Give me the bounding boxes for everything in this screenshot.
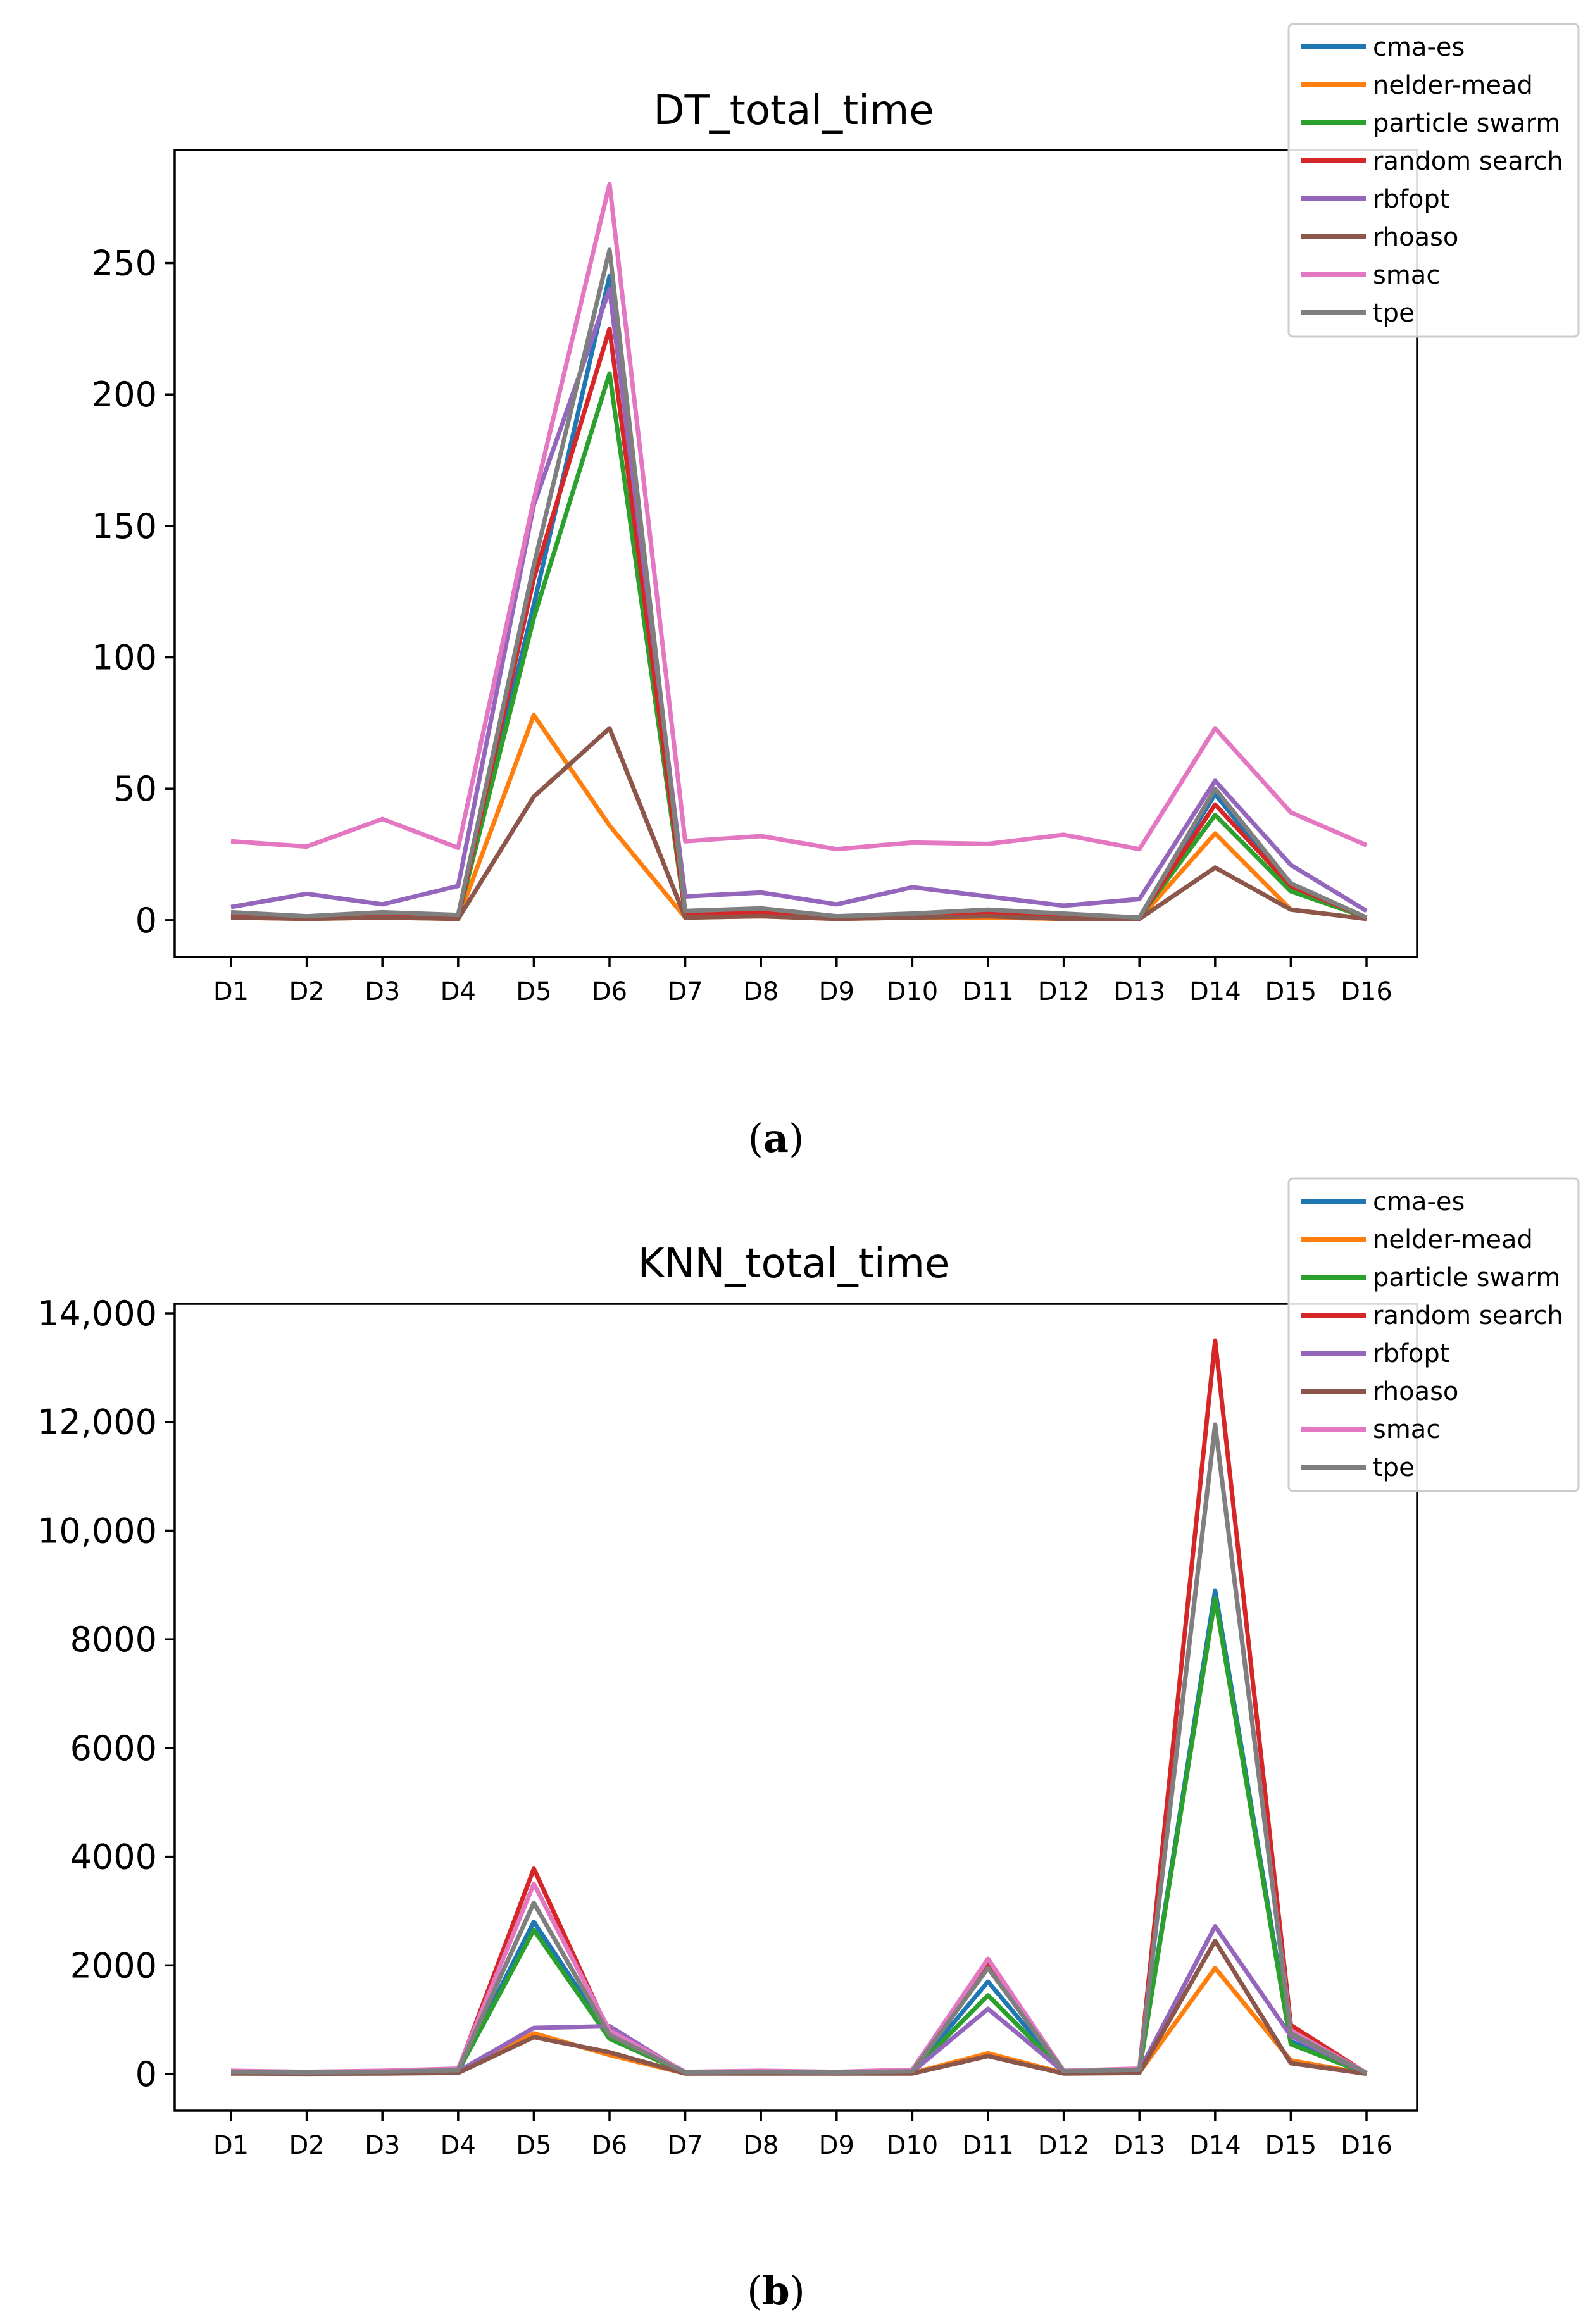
y-axis: 0 2000 4000 6000 8000 10,000 12,000 14,000 xyxy=(37,1294,175,2094)
x-tick-label: D6 xyxy=(592,977,627,1006)
series-lines xyxy=(230,1338,1368,2077)
series-line-smac xyxy=(230,182,1368,852)
x-tick-label: D6 xyxy=(592,2131,627,2160)
x-tick-label: D14 xyxy=(1189,2131,1241,2160)
series-line-rhoaso xyxy=(230,726,1367,921)
y-tick-label: 0 xyxy=(135,2054,157,2094)
x-tick-label: D3 xyxy=(365,977,400,1006)
x-tick-label: D7 xyxy=(667,2131,703,2160)
legend-label: particle swarm xyxy=(1373,109,1560,138)
x-tick-label: D7 xyxy=(667,977,703,1006)
series-line-rbfopt xyxy=(230,287,1368,913)
x-tick-label: D11 xyxy=(962,977,1014,1006)
legend-box xyxy=(1287,23,1580,338)
legend-label: rbfopt xyxy=(1373,1339,1449,1368)
legend-label: smac xyxy=(1373,261,1440,290)
x-tick-label: D5 xyxy=(516,2131,551,2160)
x-tick-label: D5 xyxy=(516,977,551,1006)
legend-label: cma-es xyxy=(1373,1187,1465,1216)
x-tick-label: D12 xyxy=(1038,2131,1090,2160)
legend-label: tpe xyxy=(1373,1453,1415,1482)
x-tick-label: D14 xyxy=(1189,977,1241,1006)
chart-panel-b: KNN_total_time 0 2000 4000 6000 8000 10,000 12… xyxy=(37,1177,1580,2314)
x-tick-label: D15 xyxy=(1265,977,1317,1006)
x-tick-label: D10 xyxy=(887,2131,939,2160)
y-tick-label: 250 xyxy=(92,244,157,284)
legend-label: rhoaso xyxy=(1373,1377,1458,1406)
legend-label: tpe xyxy=(1373,299,1415,328)
x-tick-label: D12 xyxy=(1038,977,1090,1006)
series-line-tpe xyxy=(230,1422,1368,2075)
y-tick-label: 0 xyxy=(135,901,157,940)
y-tick-label: 200 xyxy=(92,375,157,415)
y-tick-label: 14,000 xyxy=(37,1294,157,1334)
x-tick-label: D1 xyxy=(213,977,249,1006)
caption-paren-open: ( xyxy=(748,1115,763,1161)
plot-area xyxy=(173,149,1418,958)
x-tick-label: D8 xyxy=(743,2131,779,2160)
y-tick-label: 4000 xyxy=(70,1837,157,1877)
x-tick-label: D2 xyxy=(289,2131,324,2160)
x-tick-label: D2 xyxy=(289,977,324,1006)
x-tick-label: D3 xyxy=(365,2131,400,2160)
y-tick-label: 8000 xyxy=(70,1620,157,1659)
x-tick-label: D16 xyxy=(1341,977,1392,1006)
y-tick-label: 100 xyxy=(92,638,157,678)
chart-panel-a: DT_total_time 0 50 100 150 200 250 D1 D2 D3 D4 D5… xyxy=(92,23,1580,1161)
series-line-tpe xyxy=(230,247,1368,920)
y-tick-label: 6000 xyxy=(70,1728,157,1768)
caption-paren-open: ( xyxy=(747,2268,762,2314)
legend-label: rhoaso xyxy=(1373,223,1458,252)
legend-label: random search xyxy=(1373,147,1563,176)
legend-label: rbfopt xyxy=(1373,185,1449,214)
y-tick-label: 150 xyxy=(92,506,157,546)
legend: cma-es nelder-mead particle swarm random se… xyxy=(1287,1177,1580,1492)
y-tick-label: 10,000 xyxy=(37,1511,157,1551)
x-tick-label: D13 xyxy=(1113,2131,1165,2160)
caption-a: (a) xyxy=(748,1115,804,1161)
y-tick-label: 50 xyxy=(113,769,157,809)
legend-label: random search xyxy=(1373,1301,1563,1330)
x-tick-label: D9 xyxy=(819,2131,854,2160)
x-tick-label: D16 xyxy=(1341,2131,1392,2160)
y-tick-label: 12,000 xyxy=(37,1403,157,1442)
caption-letter: b xyxy=(762,2268,789,2314)
x-tick-label: D11 xyxy=(962,2131,1014,2160)
chart-title: KNN_total_time xyxy=(638,1240,950,1287)
legend-box xyxy=(1287,1177,1580,1492)
caption-b: (b) xyxy=(747,2268,805,2314)
y-tick-label: 2000 xyxy=(70,1946,157,1985)
legend-label: smac xyxy=(1373,1415,1440,1444)
legend-label: nelder-mead xyxy=(1373,71,1533,100)
x-tick-label: D4 xyxy=(441,977,476,1006)
y-axis: 0 50 100 150 200 250 xyxy=(92,244,175,940)
caption-letter: a xyxy=(763,1115,789,1161)
x-tick-label: D4 xyxy=(441,2131,476,2160)
chart-title: DT_total_time xyxy=(653,87,934,134)
x-axis: D1 D2 D3 D4 D5 D6 D7 D8 D9 D10 D11 D12 D13 D14 D15 D16 xyxy=(213,957,1392,1006)
x-tick-label: D9 xyxy=(819,977,854,1006)
x-tick-label: D15 xyxy=(1265,2131,1317,2160)
legend-label: particle swarm xyxy=(1373,1263,1560,1292)
x-axis: D1 D2 D3 D4 D5 D6 D7 D8 D9 D10 D11 D12 D13 D14 D15 D16 xyxy=(213,2111,1392,2160)
caption-paren-close: ) xyxy=(789,1115,804,1161)
legend: cma-es nelder-mead particle swarm random se… xyxy=(1287,23,1580,338)
legend-label: nelder-mead xyxy=(1373,1225,1533,1254)
x-tick-label: D1 xyxy=(213,2131,249,2160)
legend-label: cma-es xyxy=(1373,33,1465,62)
caption-paren-close: ) xyxy=(790,2268,805,2314)
series-lines xyxy=(230,182,1368,921)
x-tick-label: D8 xyxy=(743,977,779,1006)
x-tick-label: D10 xyxy=(887,977,939,1006)
x-tick-label: D13 xyxy=(1113,977,1165,1006)
